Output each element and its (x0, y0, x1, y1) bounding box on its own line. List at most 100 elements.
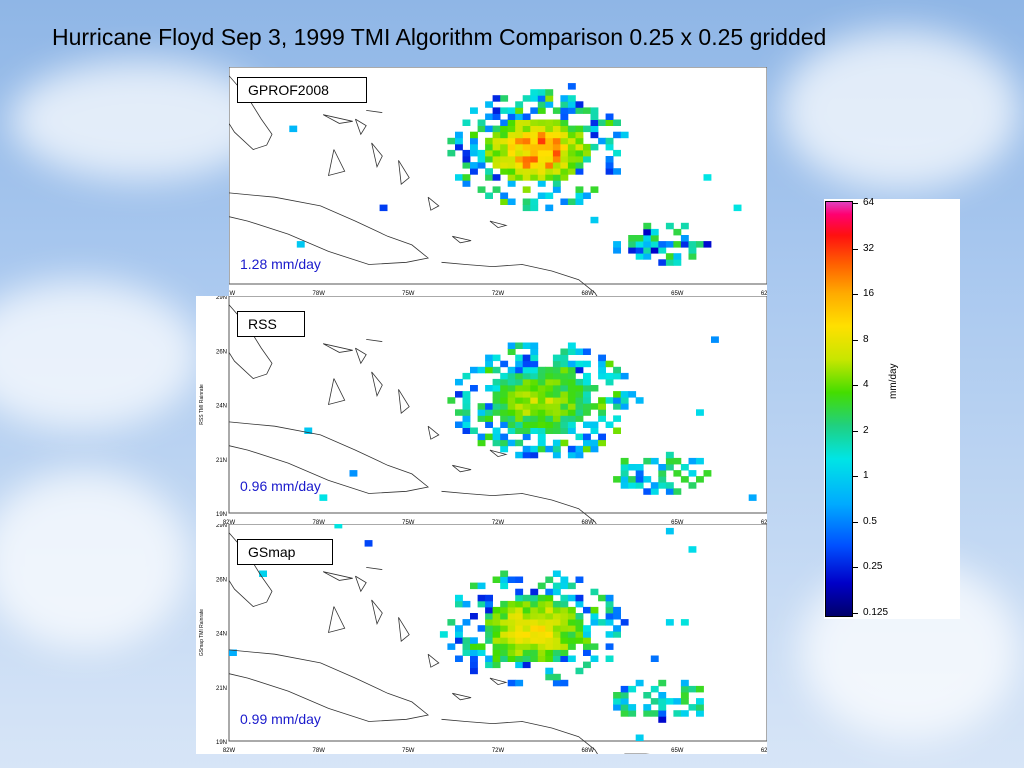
rain-cell (545, 156, 554, 163)
rain-cell (560, 625, 569, 632)
rain-cell (507, 576, 516, 583)
rain-cell (613, 704, 621, 711)
rain-cell (477, 186, 486, 193)
rain-cell (628, 482, 637, 489)
rain-cell (567, 391, 576, 398)
rain-cell (530, 397, 539, 404)
rain-cell (590, 588, 599, 596)
rain-cell (515, 162, 524, 169)
x-tick-label: 82W (229, 291, 236, 297)
rain-cell (575, 600, 584, 608)
rain-cell (530, 119, 539, 126)
rain-cell (567, 83, 576, 90)
coastline (366, 567, 383, 570)
rain-cell (560, 125, 569, 133)
rain-cell (590, 107, 599, 114)
rain-cell (560, 582, 569, 590)
rain-cell (522, 204, 531, 212)
rain-cell (605, 113, 614, 120)
rain-cell (703, 470, 712, 477)
rain-cell (650, 235, 659, 242)
rain-cell (575, 366, 584, 374)
rain-cell (688, 241, 697, 248)
rain-cell (575, 667, 584, 675)
rain-cell (643, 488, 652, 495)
rain-cell (583, 360, 591, 368)
rain-cell (492, 576, 501, 583)
rain-cell (500, 600, 509, 608)
rain-cell (552, 673, 561, 681)
rain-cell (379, 204, 388, 212)
rain-cell (635, 464, 644, 471)
y-tick-label: 19N (216, 740, 227, 746)
rain-cell (492, 378, 501, 386)
rain-cell (658, 692, 667, 699)
rain-cell (628, 685, 637, 693)
rain-cell (334, 524, 343, 529)
rain-cell (658, 247, 667, 254)
colorbar-tick (852, 294, 858, 296)
rain-cell (507, 649, 516, 656)
rain-cell (470, 613, 478, 620)
rain-cell (515, 421, 524, 428)
rain-cell (680, 476, 689, 483)
rain-cell (530, 655, 539, 662)
rain-cell (485, 661, 493, 669)
coastline (452, 464, 472, 473)
heatmap-panel-gprof: 82W 78W 75W 72W 68W 65W 62W GPROF2008 1.28 mm/… (229, 67, 767, 297)
rain-cell (485, 113, 493, 120)
x-tick-label: 65W (671, 520, 684, 526)
rain-cell (470, 661, 478, 669)
rain-cell (688, 546, 697, 553)
rain-cell (530, 137, 539, 145)
rain-cell (470, 385, 478, 392)
rain-cell (598, 366, 606, 374)
rain-cell (567, 582, 576, 590)
rain-cell (500, 439, 509, 447)
rain-cell (620, 397, 629, 404)
rain-cell (477, 594, 486, 602)
rain-cell (537, 606, 546, 614)
rain-cell (545, 397, 554, 404)
rain-cell (620, 470, 629, 477)
rain-cell (560, 655, 569, 662)
rain-cell (590, 421, 599, 428)
rain-cell (673, 698, 682, 705)
rain-cell (605, 619, 614, 626)
colorbar-tick (852, 248, 858, 250)
rain-cell (530, 162, 539, 169)
colorbar-tick (852, 613, 858, 614)
rain-cell (500, 372, 509, 380)
rain-cell (590, 643, 599, 650)
rain-cell (545, 89, 554, 96)
rain-cell (530, 385, 539, 392)
rain-cell (560, 360, 569, 368)
rain-cell (665, 241, 674, 248)
rain-cell (530, 445, 539, 453)
rain-cell (522, 186, 531, 193)
rain-cell (522, 655, 531, 662)
rain-cell (507, 397, 516, 404)
rain-cell (613, 631, 621, 638)
coastline (229, 192, 430, 265)
rain-cell (522, 637, 531, 644)
x-tick-label: 62W (761, 520, 767, 526)
rain-cell (598, 439, 606, 447)
rain-cell (537, 107, 546, 114)
rain-cell (567, 360, 576, 368)
rain-cell (665, 527, 674, 535)
rain-cell (545, 391, 554, 398)
rain-cell (537, 385, 546, 392)
rain-cell (598, 403, 606, 410)
heatmap-svg: 82W 78W 75W 72W 68W 65W 62W 29N 26N 24N 21N 19N RSS … (199, 296, 767, 526)
rain-cell (552, 421, 561, 428)
rain-cell (545, 649, 554, 656)
rain-cell (552, 643, 561, 650)
rain-cell (696, 685, 704, 693)
rain-cell (537, 445, 546, 453)
rain-cell (583, 385, 591, 392)
coastline (355, 575, 367, 593)
rain-cell (485, 606, 493, 614)
rain-cell (620, 457, 629, 465)
rain-cell (680, 464, 689, 471)
